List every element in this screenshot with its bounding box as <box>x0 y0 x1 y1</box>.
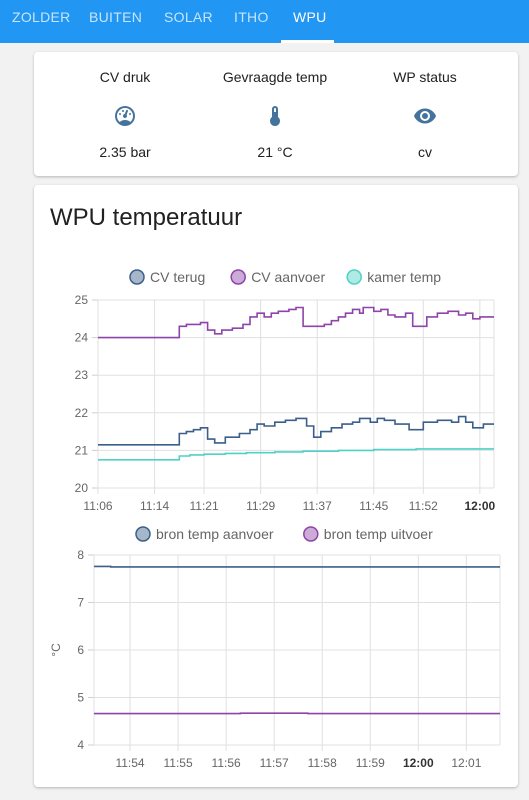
legend-swatch <box>135 526 151 542</box>
legend-swatch <box>230 269 246 285</box>
y-tick-label: 8 <box>77 548 84 562</box>
x-tick-label: 11:59 <box>356 756 385 770</box>
eye-icon <box>414 108 436 124</box>
glance-name: CV druk <box>99 69 151 85</box>
x-tick-label: 11:54 <box>115 756 144 770</box>
glance-name: WP status <box>393 69 457 85</box>
glance-item-gevraagde-temp[interactable]: Gevraagde temp 21 °C <box>195 52 355 176</box>
x-tick-label: 11:52 <box>409 499 438 513</box>
glance-item-wp-status[interactable]: WP status cv <box>345 52 505 176</box>
x-tick-label: 12:00 <box>465 499 496 513</box>
legend-label: bron temp aanvoer <box>156 526 274 542</box>
tab-itho[interactable]: ITHO <box>234 9 269 25</box>
y-tick-label: 24 <box>75 331 89 345</box>
series-line-kamer-temp <box>98 448 494 461</box>
active-tab-indicator <box>281 40 334 43</box>
series-line-cv-terug <box>98 415 494 446</box>
x-tick-label: 11:45 <box>359 499 388 513</box>
y-tick-label: 22 <box>75 406 89 420</box>
legend-label: kamer temp <box>367 269 441 285</box>
glance-card: CV druk 2.35 bar Gevraagde temp 21 °C WP… <box>34 52 518 176</box>
x-tick-label: 12:00 <box>403 756 434 770</box>
top-tab-bar: ZOLDER BUITEN SOLAR ITHO WPU <box>0 0 529 43</box>
x-tick-label: 11:58 <box>308 756 337 770</box>
series-line-cv-aanvoer <box>98 306 494 339</box>
tab-solar[interactable]: SOLAR <box>164 9 213 25</box>
y-tick-label: 25 <box>75 293 89 307</box>
legend-swatch <box>303 526 319 542</box>
series-line-bron-temp-aanvoer <box>94 565 500 568</box>
history-title: WPU temperatuur <box>50 204 243 231</box>
y-tick-label: 21 <box>75 443 89 457</box>
x-tick-label: 11:56 <box>212 756 241 770</box>
glance-state: 2.35 bar <box>99 144 151 160</box>
gauge-icon <box>115 106 135 126</box>
thermometer-icon <box>270 106 280 126</box>
x-tick-label: 11:29 <box>246 499 275 513</box>
legend-swatch <box>346 269 362 285</box>
tab-buiten[interactable]: BUITEN <box>89 9 143 25</box>
y-tick-label: 20 <box>75 481 89 495</box>
y-tick-label: 23 <box>75 368 89 382</box>
tab-zolder[interactable]: ZOLDER <box>12 9 71 25</box>
y-axis-label: °C <box>49 643 63 657</box>
glance-item-cv-druk[interactable]: CV druk 2.35 bar <box>45 52 205 176</box>
x-tick-label: 11:21 <box>190 499 219 513</box>
x-tick-label: 11:06 <box>83 499 112 513</box>
history-graph-card: WPU temperatuur CV terug CV aanvoer kamer … <box>34 185 518 787</box>
legend-label: CV terug <box>150 269 205 285</box>
y-tick-label: 4 <box>77 738 84 752</box>
legend-swatch <box>129 269 145 285</box>
y-tick-label: 7 <box>77 596 84 610</box>
glance-name: Gevraagde temp <box>222 69 328 85</box>
x-tick-label: 12:01 <box>451 756 481 770</box>
chart-bron-temperatures[interactable]: bron temp aanvoer bron temp uitvoer 4 5 6 7 8 1… <box>34 519 518 779</box>
glance-state: cv <box>418 144 432 160</box>
x-tick-label: 11:37 <box>303 499 332 513</box>
legend-label: bron temp uitvoer <box>324 526 433 542</box>
chart-wpu-temperatures[interactable]: CV terug CV aanvoer kamer temp 20 21 22 23 24 25… <box>34 257 518 597</box>
y-tick-label: 6 <box>77 643 84 657</box>
tab-wpu[interactable]: WPU <box>293 9 327 25</box>
legend-label: CV aanvoer <box>251 269 325 285</box>
x-tick-label: 11:14 <box>140 499 169 513</box>
x-tick-label: 11:57 <box>260 756 289 770</box>
y-tick-label: 5 <box>77 691 84 705</box>
x-tick-label: 11:55 <box>164 756 193 770</box>
glance-state: 21 °C <box>257 144 293 160</box>
